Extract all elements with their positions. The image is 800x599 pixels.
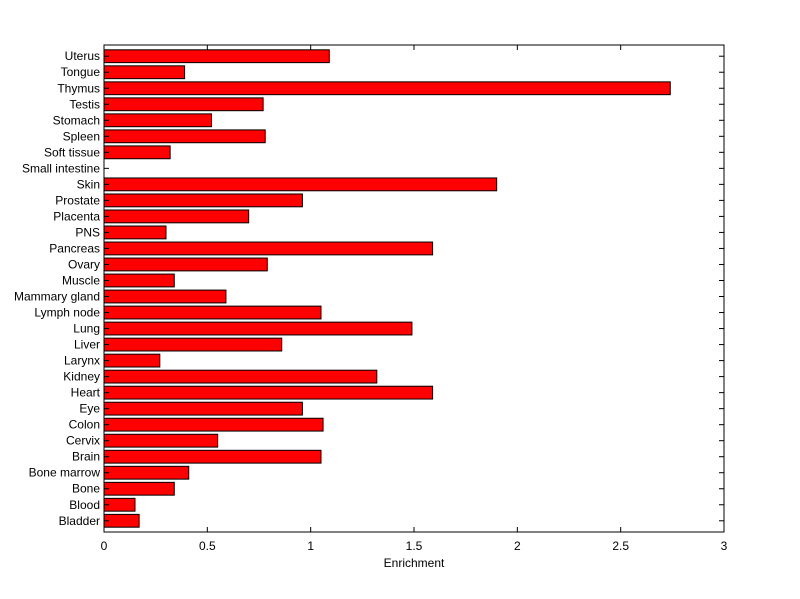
y-tick-label: Spleen (63, 129, 100, 143)
plot-frame (103, 44, 725, 533)
x-tick-label: 3 (721, 539, 728, 553)
bar-pancreas (103, 241, 434, 256)
bar-thymus (103, 81, 671, 96)
y-axis-ticks: Uterus Tongue Thymus Testis Stomach Spleen Sof… (14, 49, 724, 528)
y-tick-label: Thymus (57, 81, 100, 95)
x-axis-label: Enrichment (384, 556, 445, 570)
bar-placenta (103, 209, 250, 224)
bar-stomach (103, 113, 212, 128)
bar-testis (103, 97, 264, 112)
x-tick-label: 2.5 (612, 539, 629, 553)
x-tick-label: 0 (101, 539, 108, 553)
y-tick-label: Small intestine (22, 161, 100, 175)
y-tick-label: Uterus (65, 49, 100, 63)
bar-brain (103, 449, 322, 464)
y-tick-label: Placenta (53, 209, 100, 223)
y-tick-label: Lung (73, 322, 100, 336)
y-tick-label: Pancreas (49, 241, 100, 255)
bar-bladder (103, 513, 140, 528)
y-tick-label: Blood (69, 498, 100, 512)
bar-pns (103, 225, 167, 240)
y-tick-label: Heart (71, 386, 101, 400)
bar-lung (103, 321, 413, 336)
y-tick-label: Eye (79, 402, 100, 416)
bar-ovary (103, 257, 268, 272)
bar-eye (103, 401, 303, 416)
y-tick-label: Larynx (64, 354, 100, 368)
y-tick-label: Bone marrow (29, 466, 101, 480)
y-tick-label: Prostate (55, 193, 100, 207)
bar-liver (103, 337, 283, 352)
bar-heart (103, 385, 434, 400)
y-tick-label: Bone (72, 482, 100, 496)
y-tick-label: Testis (69, 97, 100, 111)
bar-spleen (103, 129, 266, 144)
y-tick-label: PNS (75, 225, 100, 239)
y-tick-label: Soft tissue (44, 145, 100, 159)
y-tick-label: Stomach (53, 113, 100, 127)
y-tick-label: Skin (77, 177, 100, 191)
bar-muscle (103, 273, 175, 288)
y-tick-label: Lymph node (34, 306, 100, 320)
y-tick-label: Cervix (66, 434, 100, 448)
y-tick-label: Liver (74, 338, 100, 352)
bar-colon (103, 417, 324, 432)
y-tick-label: Mammary gland (14, 290, 100, 304)
bar-prostate (103, 193, 303, 208)
x-tick-label: 1 (307, 539, 314, 553)
bar-larynx (103, 353, 161, 368)
bar-skin (103, 177, 498, 192)
x-tick-label: 2 (514, 539, 521, 553)
y-tick-label: Brain (72, 450, 100, 464)
bar-soft-tissue (103, 145, 171, 160)
x-axis-ticks: 0 0.5 1 1.5 2 2.5 3 (101, 45, 728, 553)
y-tick-label: Muscle (62, 273, 100, 287)
bar-mammary-gland (103, 289, 227, 304)
x-tick-label: 1.5 (406, 539, 423, 553)
bar-bone-marrow (103, 465, 190, 480)
bar-cervix (103, 433, 219, 448)
bar-lymph-node (103, 305, 322, 320)
x-tick-label: 0.5 (199, 539, 216, 553)
y-tick-label: Colon (69, 418, 100, 432)
bar-tongue (103, 65, 186, 80)
y-tick-label: Kidney (63, 370, 100, 384)
y-tick-label: Ovary (68, 257, 100, 271)
y-tick-label: Bladder (59, 514, 100, 528)
bar-bone (103, 481, 175, 496)
bar-uterus (103, 49, 330, 64)
y-tick-label: Tongue (61, 65, 101, 79)
bar-kidney (103, 369, 378, 384)
